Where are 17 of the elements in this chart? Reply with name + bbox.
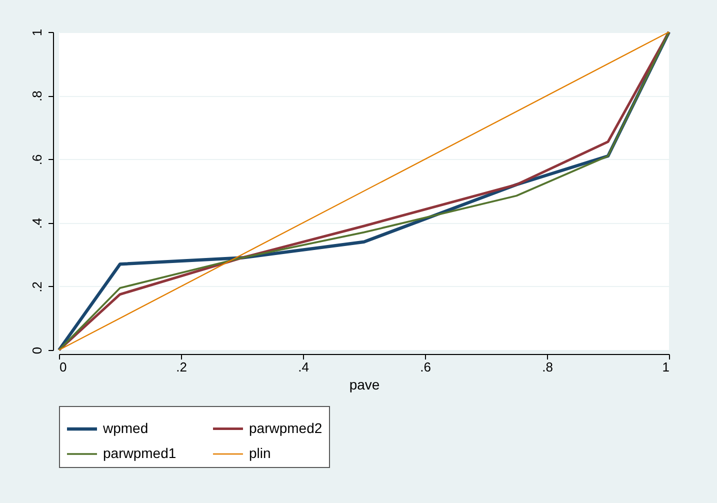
x-tick-label: .6 — [420, 360, 431, 374]
legend-label: plin — [249, 445, 271, 461]
x-tick-label: 1 — [662, 360, 670, 374]
legend-label: parwpmed2 — [249, 420, 322, 436]
y-tick-label: .8 — [30, 90, 44, 102]
legend-label: wpmed — [102, 420, 148, 436]
x-tick-label: .2 — [176, 360, 187, 374]
x-axis-title: pave — [349, 376, 380, 392]
y-tick-label: .2 — [30, 281, 44, 292]
y-tick-label: 0 — [30, 346, 44, 354]
legend-label: parwpmed1 — [103, 445, 176, 461]
x-tick-label: .4 — [298, 360, 309, 374]
x-tick-label: 0 — [60, 360, 67, 374]
y-tick-label: .4 — [30, 218, 44, 229]
x-tick-label: .8 — [542, 360, 553, 374]
y-tick-label: .6 — [30, 154, 44, 166]
y-tick-label: 1 — [30, 28, 44, 36]
